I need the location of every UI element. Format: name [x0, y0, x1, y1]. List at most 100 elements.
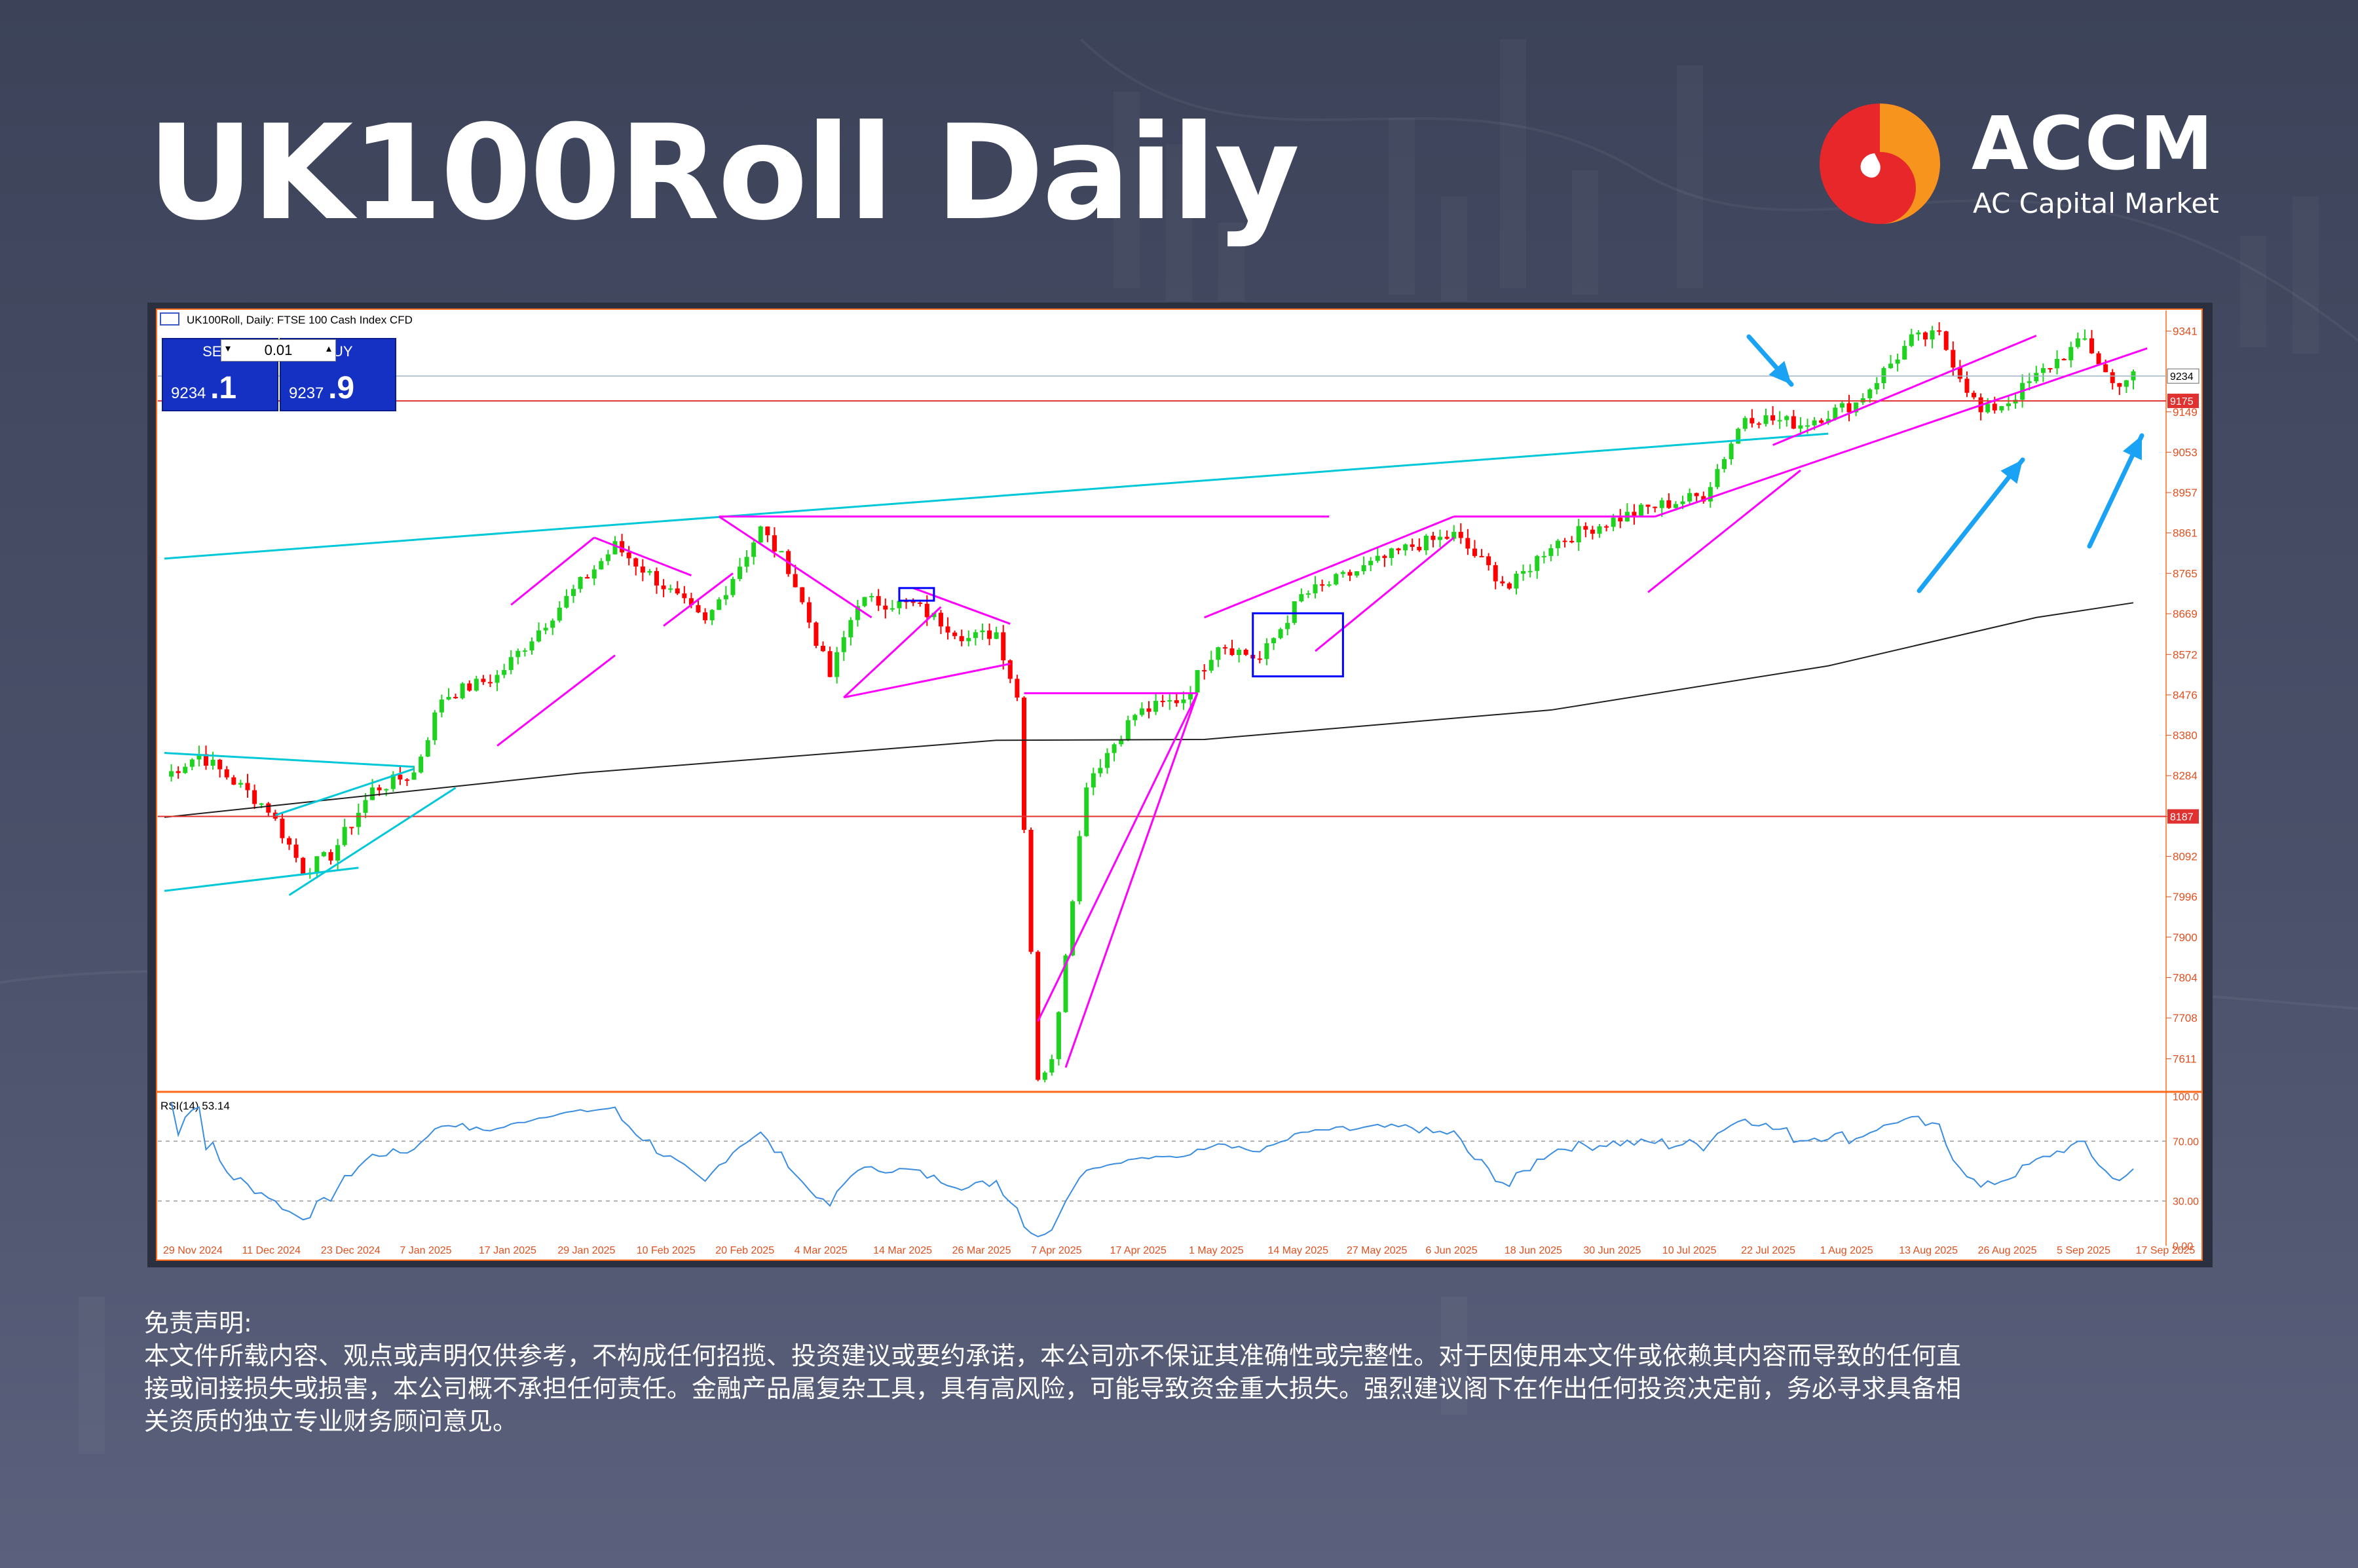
candle [1451, 532, 1457, 539]
lot-size-input[interactable]: 0.01 [221, 339, 336, 362]
candle [626, 552, 631, 559]
x-tick-label: 18 Jun 2025 [1505, 1245, 1562, 1256]
sell-price: 9234 .1 [171, 370, 236, 406]
candle [876, 596, 881, 606]
candle [647, 570, 652, 573]
candle [1188, 692, 1193, 700]
candle [224, 769, 229, 777]
buy-button[interactable]: BUY 9237 .9 [280, 338, 396, 411]
candle [196, 754, 202, 760]
candle [1042, 1072, 1047, 1080]
pattern-line [1647, 469, 1801, 593]
candle [640, 566, 645, 573]
x-tick-label: 7 Jan 2025 [400, 1245, 451, 1256]
candle [717, 599, 722, 610]
candle [238, 783, 243, 785]
candle [730, 579, 736, 595]
y-tick-label: 7611 [2173, 1053, 2197, 1065]
candle [1535, 556, 1540, 571]
pattern-line [1655, 347, 2148, 518]
lot-increase-icon[interactable]: ▴ [326, 342, 332, 354]
candle [1278, 629, 1283, 639]
y-tick-label: 9149 [2173, 406, 2198, 419]
arrow-head [2122, 436, 2142, 460]
candle [1077, 836, 1082, 902]
candle [1541, 555, 1546, 557]
candle [1909, 334, 1914, 346]
rsi-tick-label: 100.0 [2173, 1092, 2199, 1103]
candle [425, 740, 430, 757]
candle [1112, 744, 1117, 753]
x-tick-label: 17 Sep 2025 [2136, 1245, 2196, 1256]
candle [1992, 403, 1997, 411]
pattern-line [1315, 536, 1455, 652]
sell-button[interactable]: SELL 9234 .1 [162, 338, 278, 411]
candle [2110, 372, 2115, 383]
channel-upper-line [164, 432, 1829, 560]
chart-area [156, 308, 2203, 1261]
candle [1825, 419, 1831, 423]
candle [474, 679, 479, 691]
candle [1465, 538, 1470, 549]
x-tick-label: 10 Jul 2025 [1662, 1245, 1717, 1256]
candle [800, 587, 805, 603]
candle [1271, 638, 1277, 644]
candle [522, 650, 527, 652]
candle [1527, 570, 1533, 572]
candle [1229, 648, 1235, 656]
candle [959, 636, 964, 641]
candle [855, 606, 860, 620]
candle [287, 838, 292, 845]
candle [1763, 415, 1768, 424]
y-tick-label: 7900 [2173, 931, 2198, 944]
candle [889, 608, 895, 610]
candle [918, 603, 923, 605]
resistance-level-tag [2167, 394, 2199, 409]
candle [1347, 572, 1353, 576]
candle [411, 772, 417, 780]
price-chart: UK100Roll, Daily: FTSE 100 Cash Index CF… [156, 308, 2203, 1261]
candle [536, 630, 542, 642]
y-tick-label: 8861 [2173, 527, 2198, 540]
candle [1791, 416, 1796, 429]
candle [1632, 512, 1637, 516]
channel-line [274, 768, 415, 817]
candle [335, 845, 341, 861]
x-tick-label: 17 Jan 2025 [479, 1245, 536, 1256]
candle [1680, 501, 1685, 504]
buy-price: 9237 .9 [289, 370, 354, 406]
buy-price-frac: .9 [328, 371, 355, 405]
y-tick-label: 8669 [2173, 608, 2198, 620]
candle [779, 551, 784, 553]
candle [1957, 367, 1962, 379]
candle [1943, 331, 1949, 350]
candle [696, 605, 701, 612]
candle [404, 779, 409, 781]
candle [2068, 346, 2074, 361]
candle [1438, 536, 1443, 540]
arrow-icon [1746, 334, 1794, 387]
candle [1777, 420, 1782, 422]
candle [1382, 555, 1387, 558]
y-tick-label: 8476 [2173, 689, 2198, 701]
current-price-label: 9234 [2170, 371, 2194, 383]
candle [869, 596, 874, 598]
x-tick-label: 17 Apr 2025 [1110, 1245, 1167, 1256]
candle [1964, 379, 1970, 393]
x-tick-label: 30 Jun 2025 [1583, 1245, 1641, 1256]
candle [1285, 623, 1290, 629]
candle [1084, 787, 1089, 836]
candle [502, 669, 507, 675]
candle [1604, 526, 1609, 528]
lot-decrease-icon[interactable]: ▾ [225, 342, 231, 354]
candle [1181, 699, 1186, 703]
candle [529, 641, 534, 651]
candle [204, 754, 209, 766]
candle [1833, 407, 1838, 419]
pattern-line [843, 606, 942, 698]
candle [301, 857, 306, 875]
candle [419, 756, 424, 773]
candle [272, 812, 278, 819]
candle [1874, 383, 1879, 390]
candle [1805, 425, 1810, 427]
